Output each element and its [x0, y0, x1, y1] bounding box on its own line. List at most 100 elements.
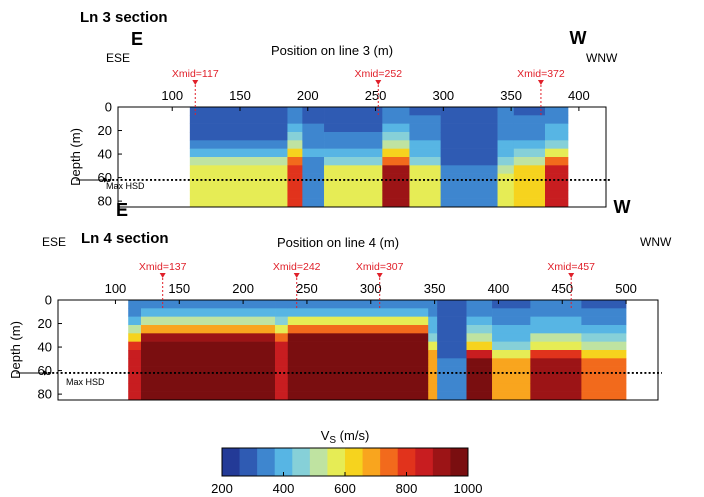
velocity-cell — [275, 325, 289, 334]
velocity-cell — [530, 366, 582, 376]
x-tick-label: 400 — [568, 88, 590, 103]
velocity-cell — [409, 140, 441, 149]
velocity-cell — [275, 366, 289, 376]
velocity-cell — [530, 300, 582, 309]
velocity-cell — [440, 157, 498, 166]
velocity-cell — [324, 115, 383, 124]
velocity-cell — [513, 123, 546, 133]
velocity-cell — [140, 300, 276, 309]
y-axis-label: Depth (m) — [68, 128, 83, 186]
velocity-cell — [287, 358, 429, 367]
velocity-cell — [128, 325, 142, 334]
velocity-cell — [189, 198, 288, 208]
velocity-cell — [382, 190, 410, 199]
xmid-label: Xmid=307 — [356, 261, 404, 273]
y-axis-label: Depth (m) — [8, 321, 23, 379]
velocity-cell — [324, 190, 383, 199]
velocity-cell — [466, 391, 493, 401]
x-tick-label: 500 — [615, 281, 637, 296]
velocity-cell — [513, 182, 546, 191]
velocity-cell — [128, 333, 142, 342]
velocity-cell — [428, 391, 438, 401]
velocity-cell — [492, 358, 531, 367]
colorbar-swatch — [274, 448, 293, 476]
velocity-cell — [466, 383, 493, 392]
velocity-cell — [437, 341, 467, 351]
y-tick-label: 20 — [38, 316, 52, 331]
velocity-cell — [382, 182, 410, 191]
velocity-cell — [382, 148, 410, 158]
velocity-cell — [440, 190, 498, 199]
x-tick-label: 300 — [432, 88, 454, 103]
velocity-cell — [409, 198, 441, 208]
colorbar-swatch — [362, 448, 381, 476]
velocity-cell — [466, 308, 493, 317]
velocity-cell — [428, 325, 438, 334]
x-tick-label: 350 — [424, 281, 446, 296]
colorbar-label: VS (m/s) — [321, 428, 370, 446]
velocity-cell — [497, 107, 515, 116]
velocity-cell — [437, 350, 467, 359]
x-tick-label: 350 — [500, 88, 522, 103]
velocity-cell — [466, 333, 493, 342]
velocity-cell — [497, 173, 515, 183]
velocity-cell — [189, 132, 288, 141]
max-hsd-arrow-head — [44, 370, 48, 376]
x-tick-label: 250 — [296, 281, 318, 296]
velocity-cell — [324, 182, 383, 191]
velocity-cell — [530, 316, 582, 326]
velocity-cell — [189, 107, 288, 116]
velocity-cell — [428, 350, 438, 359]
velocity-cell — [492, 375, 531, 384]
velocity-cell — [287, 123, 303, 133]
velocity-cell — [530, 308, 582, 317]
velocity-cell — [466, 325, 493, 334]
velocity-cell — [545, 157, 569, 166]
velocity-cell — [287, 115, 303, 124]
velocity-cell — [275, 375, 289, 384]
velocity-cell — [140, 383, 276, 392]
velocity-cell — [492, 350, 531, 359]
velocity-cell — [275, 391, 289, 401]
colorbar-swatch — [345, 448, 363, 476]
velocity-cell — [530, 375, 582, 384]
line-3-section: 100 150 200 250 300 350 400 0 20 40 60 80 Depth (m) P… — [68, 9, 618, 209]
velocity-cell — [409, 115, 441, 124]
velocity-cell — [324, 173, 383, 183]
velocity-cell — [545, 198, 569, 208]
velocity-cell — [497, 190, 515, 199]
velocity-cell — [440, 148, 498, 158]
velocity-cell — [275, 383, 289, 392]
x-tick-label: 300 — [360, 281, 382, 296]
velocity-cell — [530, 341, 582, 351]
velocity-cell — [324, 132, 383, 141]
colorbar-swatch — [222, 448, 240, 476]
right-direction-label: WNW — [640, 235, 672, 249]
velocity-cell — [440, 107, 498, 116]
velocity-cell — [581, 316, 627, 326]
xmid-label: Xmid=457 — [547, 261, 595, 273]
velocity-cell — [128, 308, 142, 317]
velocity-cell — [437, 375, 467, 384]
velocity-cell — [128, 383, 142, 392]
velocity-cell — [513, 140, 546, 149]
velocity-cell — [440, 165, 498, 174]
velocity-cell — [409, 148, 441, 158]
velocity-cell — [497, 157, 515, 166]
velocity-cell — [302, 148, 325, 158]
velocity-cell — [581, 325, 627, 334]
velocity-cell — [466, 341, 493, 351]
velocity-cell — [409, 157, 441, 166]
velocity-cell — [275, 316, 289, 326]
velocity-cell — [140, 391, 276, 401]
xmid-marker-triangle — [537, 80, 544, 85]
velocity-cell — [302, 165, 325, 174]
velocity-cell — [324, 123, 383, 133]
velocity-cell — [440, 132, 498, 141]
velocity-cell — [545, 107, 569, 116]
velocity-cell — [428, 383, 438, 392]
velocity-cell — [140, 358, 276, 367]
velocity-cell — [302, 190, 325, 199]
velocity-cell — [581, 300, 627, 309]
velocity-cell — [428, 366, 438, 376]
